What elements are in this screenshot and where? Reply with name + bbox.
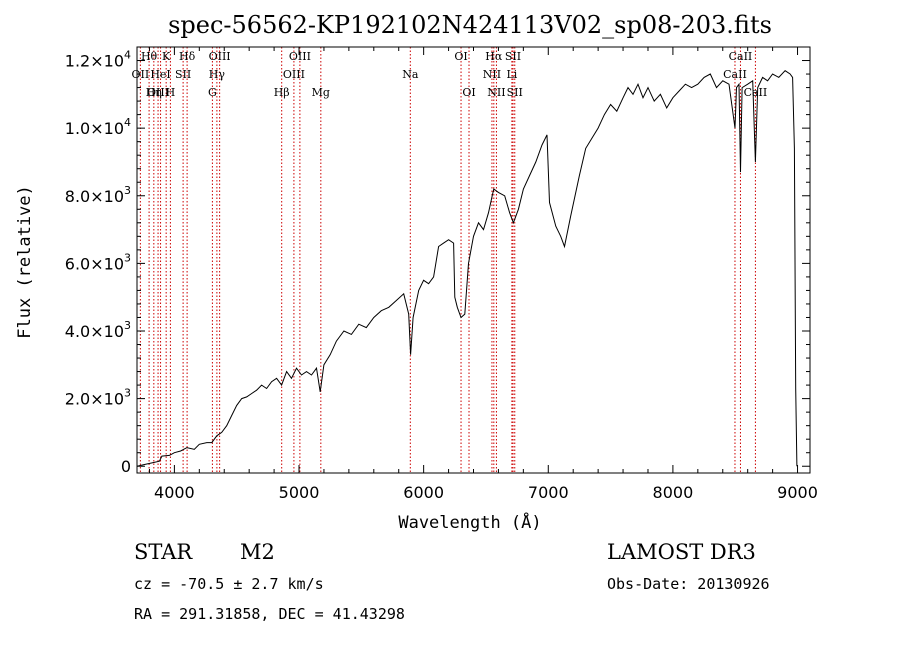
x-axis-label: Wavelength (Å) [398,511,541,533]
line-label: HeI [150,68,170,81]
line-label: G [208,86,217,99]
object-subclass: M2 [240,540,275,564]
x-tick-label: 7000 [528,483,569,502]
y-tick-label: 0 [121,457,131,476]
line-label: Mg [312,86,330,99]
line-labels: Hθ OII OIII K HeI Hη H Hδ SII OIII Hγ G Hβ OIII OIII Mg… [132,50,768,99]
x-tick-label: 4000 [154,483,195,502]
line-label: Hβ [274,86,290,99]
line-label: Na [402,68,419,81]
line-label: Hγ [209,68,226,81]
line-label: SII [505,50,521,63]
line-label: K [162,50,171,63]
y-tick-label: 6.0×103 [65,251,131,273]
line-label: OI [462,86,475,99]
x-tick-label: 6000 [403,483,444,502]
line-label: Hα [485,50,503,63]
line-label: OI [454,50,467,63]
line-label: OIII [209,50,231,63]
line-label: CaII [729,50,753,63]
line-label: Li [506,68,517,81]
line-label: SII [175,68,191,81]
survey-name: LAMOST DR3 [607,540,756,564]
plot-frame [136,46,811,474]
line-label: CaII [723,68,747,81]
line-label: NII [483,68,501,81]
line-label: OII [132,68,150,81]
x-tick-label: 5000 [279,483,320,502]
y-tick-label: 2.0×103 [65,387,131,409]
y-tick-label: 4.0×103 [65,319,131,341]
line-label: SII [507,86,523,99]
x-tick-label: 8000 [653,483,694,502]
line-label: OIII [289,50,311,63]
y-tick-label: 1.0×104 [65,116,131,138]
coordinates: RA = 291.31858, DEC = 41.43298 [134,605,405,623]
redshift-velocity: cz = -70.5 ± 2.7 km/s [134,575,324,593]
line-label: H [166,86,176,99]
spectrum-chart: 4000 5000 6000 7000 8000 9000 0 2.0×103 4.0×103 6… [15,11,818,533]
chart-title: spec-56562-KP192102N424113V02_sp08-203.f… [168,11,772,39]
y-tick-label: 1.2×104 [65,49,131,71]
line-label: OIII [283,68,305,81]
line-label: Hη [146,86,162,99]
x-tick-label: 9000 [777,483,818,502]
line-label: Hδ [179,50,196,63]
axis-ticks: 4000 5000 6000 7000 8000 9000 0 2.0×103 4.0×103 6… [65,47,818,502]
observation-date: Obs-Date: 20130926 [607,575,770,593]
line-markers [139,47,756,473]
line-label: Hθ [141,50,158,63]
spectrum-line [136,70,798,467]
line-label: CaII [744,86,768,99]
y-axis-label: Flux (relative) [15,185,35,339]
line-label: NII [487,86,505,99]
object-class: STAR [134,540,193,564]
y-tick-label: 8.0×103 [65,184,131,206]
line-label: OIII [147,86,169,99]
